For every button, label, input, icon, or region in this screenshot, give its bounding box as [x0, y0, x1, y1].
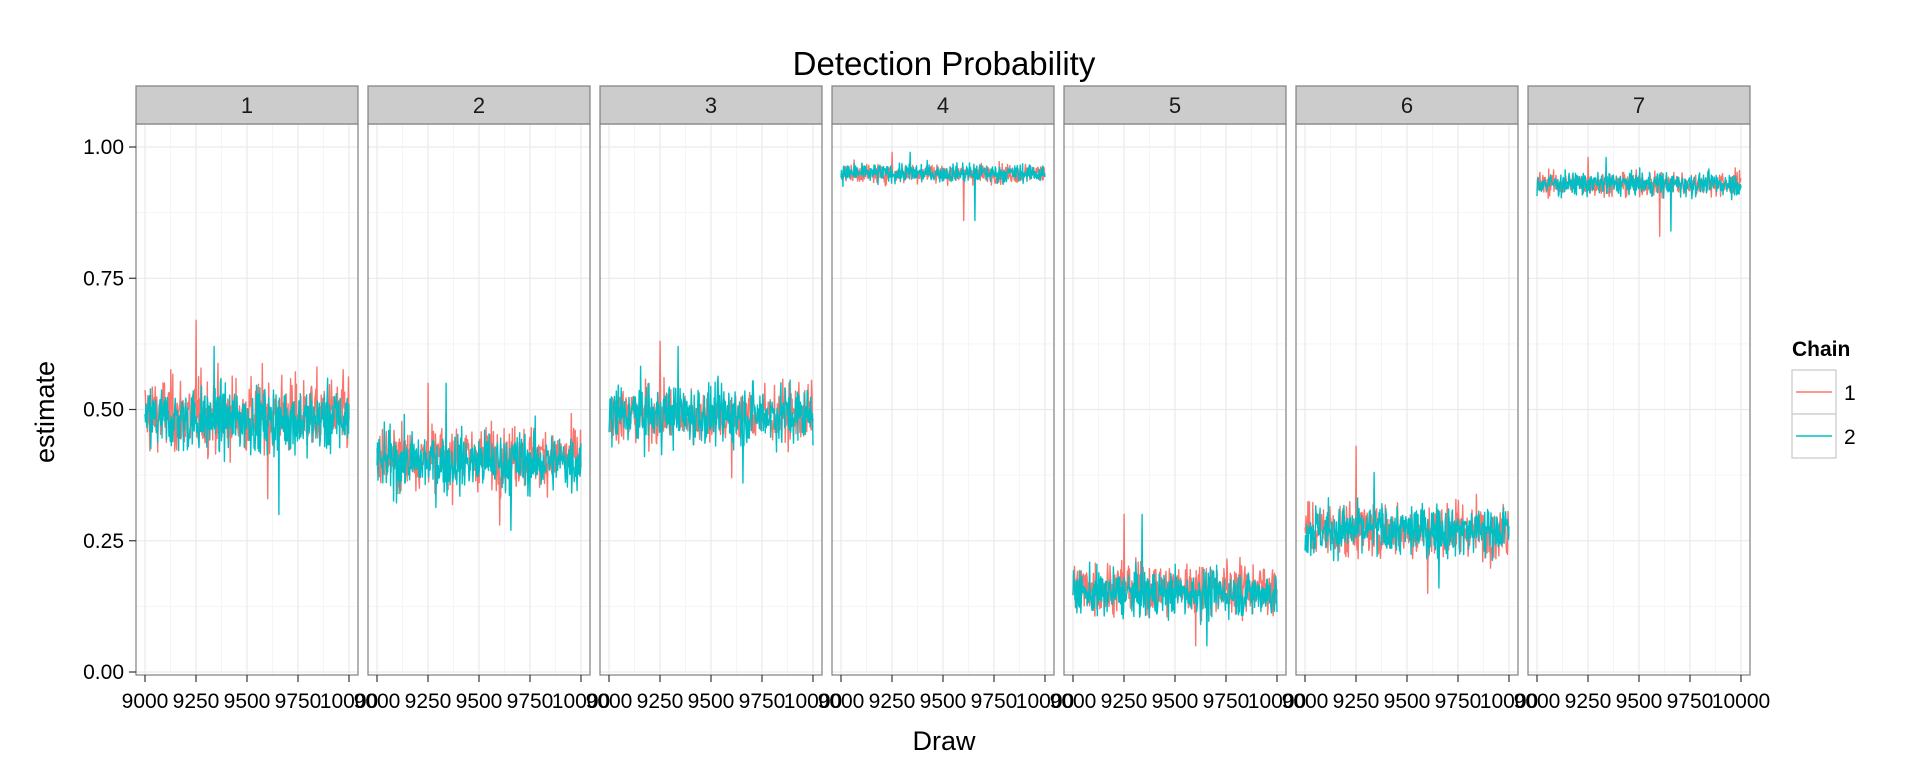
y-tick-label: 0.25: [83, 530, 124, 553]
facet-strip: [135, 85, 359, 125]
facet-strip-label: 2: [473, 93, 485, 118]
x-tick-label: 9500: [1152, 690, 1199, 713]
x-tick-label: 9000: [1514, 690, 1561, 713]
x-tick-label: 9000: [586, 690, 633, 713]
x-axis-title: Draw: [912, 726, 976, 756]
x-tick-label: 10000: [552, 690, 610, 713]
facet-panel-7: 7: [1527, 85, 1751, 676]
x-tick-label: 9750: [275, 690, 322, 713]
x-tick-label: 10000: [1248, 690, 1306, 713]
x-tick-label: 9750: [1667, 690, 1714, 713]
x-tick-label: 9250: [173, 690, 220, 713]
x-tick-label: 9250: [1101, 690, 1148, 713]
facet-strip: [1063, 85, 1287, 125]
trace-line-chain-2: [608, 345, 814, 484]
facet-strip-label: 1: [241, 93, 253, 118]
facet-strip: [1527, 85, 1751, 125]
facet-panel-1: 1: [135, 85, 359, 676]
x-tick-label: 9750: [507, 690, 554, 713]
x-tick-label: 10000: [784, 690, 842, 713]
x-tick-label: 9000: [122, 690, 169, 713]
facet-panel-5: 5: [1063, 85, 1287, 676]
y-tick-label: 0.75: [83, 267, 124, 290]
x-tick-label: 9750: [739, 690, 786, 713]
x-tick-label: 9000: [1050, 690, 1097, 713]
x-tick-label: 9750: [971, 690, 1018, 713]
facet-panel-3: 3: [599, 85, 823, 676]
trace-line-chain-2: [1304, 471, 1510, 589]
x-tick-label: 9500: [1616, 690, 1663, 713]
facet-strip: [599, 85, 823, 125]
facet-panel-2: 2: [367, 85, 591, 676]
x-tick-label: 9500: [224, 690, 271, 713]
x-tick-label: 9250: [1565, 690, 1612, 713]
x-tick-label: 9000: [1282, 690, 1329, 713]
trace-line-chain-2: [144, 345, 350, 516]
x-tick-label: 9500: [688, 690, 735, 713]
trace-line-chain-2: [376, 382, 582, 531]
facet-panel-4: 4: [831, 85, 1055, 676]
x-tick-label: 9250: [637, 690, 684, 713]
facet-strip: [367, 85, 591, 125]
y-tick-label: 0.00: [83, 661, 124, 684]
facet-strip: [831, 85, 1055, 125]
x-tick-label: 9250: [869, 690, 916, 713]
x-tick-label: 10000: [1480, 690, 1538, 713]
x-tick-label: 10000: [1016, 690, 1074, 713]
legend-label: 2: [1844, 426, 1856, 449]
legend-title: Chain: [1792, 338, 1850, 361]
x-tick-label: 9750: [1203, 690, 1250, 713]
y-tick-label: 0.50: [83, 399, 124, 422]
facet-strip-label: 3: [705, 93, 717, 118]
y-axis-title: estimate: [30, 361, 60, 463]
trace-line-chain-2: [1536, 156, 1742, 232]
legend: Chain 1 2: [1791, 338, 1856, 459]
facet-strip: [1295, 85, 1519, 125]
legend-label: 1: [1844, 382, 1856, 405]
x-tick-label: 9500: [920, 690, 967, 713]
x-tick-label: 9500: [456, 690, 503, 713]
y-axis: 0.00 0.25 0.50 0.75 1.00: [83, 136, 136, 684]
trace-line-chain-2: [840, 151, 1046, 222]
chart-title: Detection Probability: [793, 45, 1096, 82]
x-tick-label: 9250: [405, 690, 452, 713]
facet-strip-label: 4: [937, 93, 949, 118]
legend-entry-1: 1: [1791, 369, 1856, 415]
facet-strip-label: 7: [1633, 93, 1645, 118]
legend-entry-2: 2: [1791, 413, 1856, 459]
x-tick-label: 9750: [1435, 690, 1482, 713]
x-tick-label: 9000: [818, 690, 865, 713]
y-tick-label: 1.00: [83, 136, 124, 159]
facet-panels: 1 2 3 4 5 6 7: [135, 85, 1751, 676]
facet-strip-label: 5: [1169, 93, 1181, 118]
x-tick-label: 10000: [320, 690, 378, 713]
facet-strip-label: 6: [1401, 93, 1413, 118]
trace-line-chain-2: [1072, 513, 1278, 647]
x-tick-label: 9500: [1384, 690, 1431, 713]
x-tick-label: 9250: [1333, 690, 1380, 713]
facet-panel-6: 6: [1295, 85, 1519, 676]
x-tick-label: 9000: [354, 690, 401, 713]
x-tick-label: 10000: [1712, 690, 1770, 713]
